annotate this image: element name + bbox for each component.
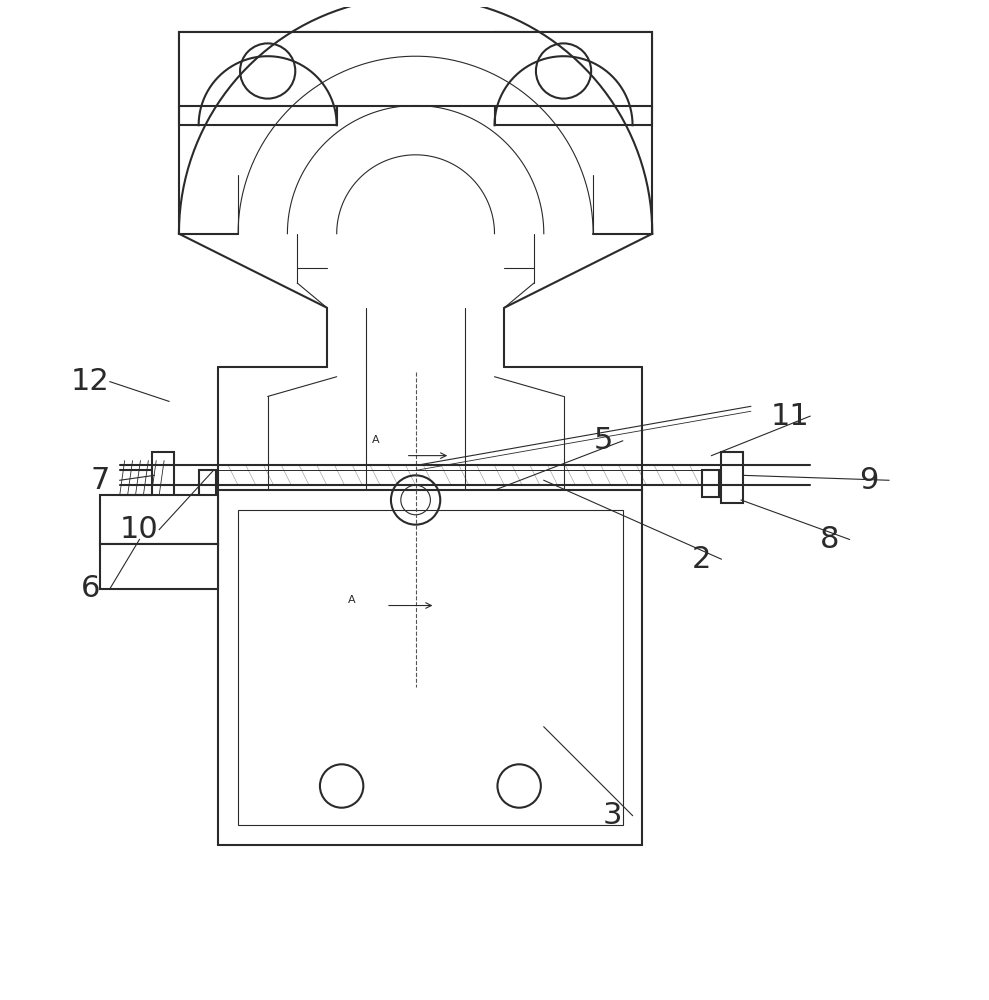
Text: 6: 6 [80,574,100,603]
Bar [494,32,653,125]
Text: 12: 12 [71,367,110,396]
Bar [238,510,623,825]
Text: 11: 11 [771,402,810,431]
Bar [179,32,653,106]
Bar [721,452,743,503]
Text: 9: 9 [859,466,879,495]
Bar [219,490,643,845]
Text: 10: 10 [120,515,159,544]
Text: 8: 8 [820,525,840,554]
Text: 2: 2 [692,545,711,574]
Text: 3: 3 [603,801,623,830]
Bar [199,470,217,497]
Bar [100,544,219,589]
Bar [152,452,174,503]
Bar [179,32,336,125]
Text: 5: 5 [593,426,612,455]
Text: A: A [348,595,355,605]
Bar [701,470,719,497]
Text: A: A [372,435,380,445]
Text: 7: 7 [90,466,110,495]
Bar [100,495,219,544]
